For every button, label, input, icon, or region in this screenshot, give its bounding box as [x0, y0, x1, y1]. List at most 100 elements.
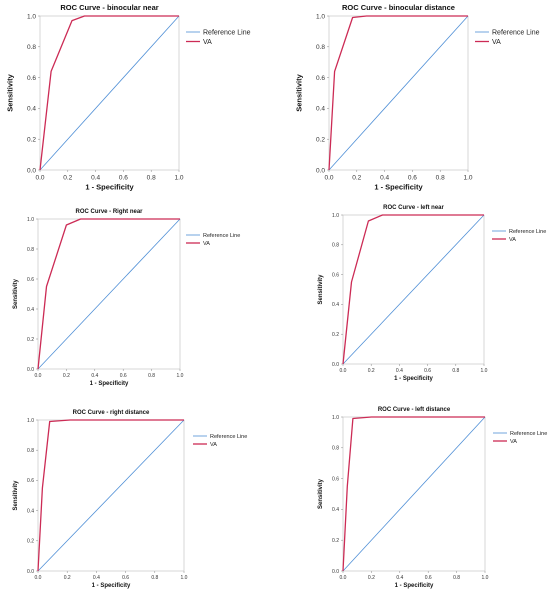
roc-chart-svg: ROC Curve - left near 0.0 0.2 0.4 0.6 0.8 1.0 0…	[318, 205, 546, 382]
x-tick-label: 0.0	[35, 575, 42, 581]
legend-label: Reference Line	[492, 29, 540, 36]
x-tick-label: 0.6	[408, 175, 417, 182]
x-tick-label: 1.0	[481, 368, 488, 374]
x-tick-label: 1.0	[482, 575, 489, 581]
y-tick-label: 0.8	[27, 44, 36, 51]
y-tick-label: 1.0	[332, 415, 339, 421]
y-tick-label: 0.2	[27, 337, 34, 343]
va-roc-curve	[37, 218, 180, 370]
y-tick-label: 0.0	[332, 362, 339, 368]
roc-chart-svg: ROC Curve - binocular distance 0.0 0.2 0.4 0…	[295, 3, 540, 192]
x-tick-label: 0.4	[93, 575, 100, 581]
x-tick-label: 0.6	[120, 373, 127, 379]
reference-line	[39, 15, 180, 171]
x-tick-label: 0.4	[396, 575, 403, 581]
chart-legend: Reference Line VA	[186, 29, 251, 46]
y-axis-label: Sensitivity	[318, 274, 324, 305]
y-tick-label: 0.2	[27, 539, 34, 545]
y-tick-label: 0.0	[27, 569, 34, 575]
y-tick-label: 0.4	[27, 307, 34, 313]
x-tick-label: 0.4	[396, 368, 403, 374]
legend-label: VA	[509, 237, 516, 243]
chart-legend: Reference Line VA	[193, 434, 247, 448]
va-roc-curve	[342, 214, 484, 365]
y-axis-label: Sensitivity	[13, 480, 19, 511]
y-tick-label: 0.6	[27, 277, 34, 283]
y-axis-label: Sensitivity	[13, 278, 19, 309]
y-tick-label: 0.4	[332, 302, 339, 308]
x-tick-label: 0.8	[436, 175, 445, 182]
reference-line	[37, 419, 185, 572]
chart-title: ROC Curve - Right near	[75, 209, 143, 215]
chart-title: ROC Curve - right distance	[73, 410, 150, 416]
reference-line	[37, 218, 181, 370]
y-tick-label: 0.6	[316, 75, 325, 82]
legend-label: Reference Line	[210, 434, 247, 440]
legend-label: VA	[492, 39, 501, 46]
roc-panel-1: ROC Curve - binocular near 0.0 0.2 0.4 0.6 0.…	[0, 0, 275, 200]
y-tick-label: 0.8	[332, 243, 339, 249]
y-tick-label: 1.0	[27, 418, 34, 424]
y-tick-label: 0.2	[332, 332, 339, 338]
roc-panel-6: ROC Curve - left distance 0.0 0.2 0.4 0.6 0.8…	[275, 400, 550, 607]
y-tick-label: 1.0	[316, 13, 325, 20]
legend-label: VA	[203, 241, 210, 247]
x-tick-label: 1.0	[177, 373, 184, 379]
x-tick-label: 0.4	[380, 175, 389, 182]
x-tick-label: 0.8	[147, 175, 156, 182]
x-tick-label: 0.2	[64, 575, 71, 581]
y-tick-label: 0.2	[332, 538, 339, 544]
roc-panel-4: ROC Curve - left near 0.0 0.2 0.4 0.6 0.8 1.0 0…	[275, 200, 550, 400]
x-axis-label: 1 - Specificity	[90, 381, 129, 387]
roc-chart-svg: ROC Curve - left distance 0.0 0.2 0.4 0.6 0.8…	[318, 407, 547, 589]
x-tick-label: 0.2	[352, 175, 361, 182]
chart-title: ROC Curve - binocular distance	[342, 3, 455, 12]
y-axis-label: Sensitivity	[295, 73, 304, 111]
x-tick-label: 0.6	[424, 368, 431, 374]
legend-label: VA	[510, 439, 517, 445]
x-tick-label: 0.4	[91, 373, 98, 379]
x-tick-label: 0.6	[122, 575, 129, 581]
x-tick-label: 0.8	[148, 373, 155, 379]
y-tick-label: 0.0	[27, 167, 36, 174]
x-tick-label: 1.0	[174, 175, 183, 182]
y-tick-label: 1.0	[27, 13, 36, 20]
x-tick-label: 0.2	[63, 373, 70, 379]
va-roc-curve	[342, 416, 485, 572]
y-tick-label: 0.2	[27, 136, 36, 143]
y-axis-label: Sensitivity	[6, 73, 15, 111]
x-tick-label: 0.8	[151, 575, 158, 581]
y-tick-label: 0.4	[27, 106, 36, 113]
x-tick-label: 0.8	[452, 368, 459, 374]
roc-chart-svg: ROC Curve - right distance 0.0 0.2 0.4 0.6 0.…	[13, 410, 247, 589]
y-tick-label: 0.2	[316, 136, 325, 143]
y-tick-label: 0.6	[27, 75, 36, 82]
legend-label: VA	[203, 39, 212, 46]
y-tick-label: 0.4	[27, 508, 34, 514]
x-tick-label: 0.0	[340, 368, 347, 374]
x-tick-label: 0.6	[425, 575, 432, 581]
roc-panel-3: ROC Curve - Right near 0.0 0.2 0.4 0.6 0.8 1.0…	[0, 200, 275, 400]
x-tick-label: 0.0	[35, 373, 42, 379]
legend-label: Reference Line	[203, 233, 240, 239]
chart-title: ROC Curve - left near	[383, 205, 444, 211]
x-tick-label: 0.0	[324, 175, 333, 182]
x-tick-label: 0.4	[91, 175, 100, 182]
x-tick-label: 0.2	[368, 368, 375, 374]
legend-label: Reference Line	[203, 29, 251, 36]
roc-panel-2: ROC Curve - binocular distance 0.0 0.2 0.4 0…	[275, 0, 550, 200]
chart-title: ROC Curve - left distance	[378, 407, 451, 413]
x-tick-label: 1.0	[463, 175, 472, 182]
x-tick-label: 0.8	[453, 575, 460, 581]
roc-panel-5: ROC Curve - right distance 0.0 0.2 0.4 0.6 0.…	[0, 400, 275, 607]
va-roc-curve	[37, 419, 184, 572]
y-axis-label: Sensitivity	[318, 478, 324, 509]
y-tick-label: 0.4	[316, 106, 325, 113]
chart-legend: Reference Line VA	[186, 233, 240, 247]
y-tick-label: 0.6	[27, 478, 34, 484]
reference-line	[328, 15, 469, 171]
y-tick-label: 0.8	[27, 448, 34, 454]
y-tick-label: 0.0	[316, 167, 325, 174]
legend-label: Reference Line	[509, 229, 546, 235]
y-tick-label: 0.8	[316, 44, 325, 51]
